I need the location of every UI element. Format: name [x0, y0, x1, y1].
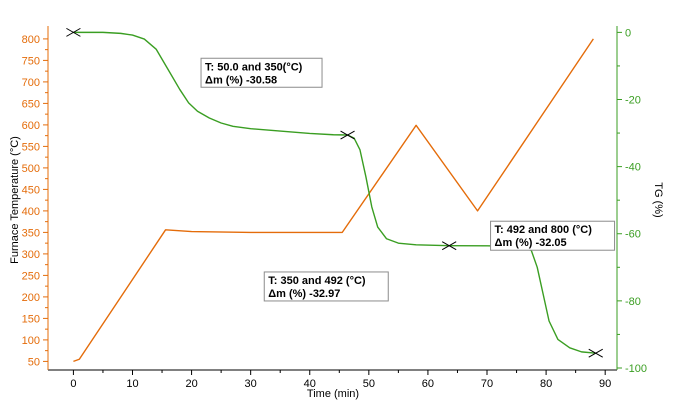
x-tick-label: 80: [540, 378, 552, 390]
x-tick-label: 20: [185, 378, 197, 390]
y-left-tick-label: 250: [22, 270, 40, 282]
y-axis-right-label: TG (%): [652, 182, 664, 217]
annotation-temperature-range: T: 350 and 492 (°C): [268, 275, 366, 287]
y-left-tick-label: 500: [22, 163, 40, 175]
y-left-tick-label: 300: [22, 249, 40, 261]
y-left-tick-label: 50: [28, 356, 40, 368]
y-left-tick-label: 400: [22, 206, 40, 218]
annotation-mass-loss: Δm (%) -32.97: [268, 288, 340, 300]
annotation-border: [490, 220, 616, 251]
x-tick-label: 40: [304, 378, 316, 390]
y-left-tick-label: 750: [22, 55, 40, 67]
cross-marker-stroke: [66, 27, 81, 37]
temperature-series-line: [73, 38, 594, 363]
cross-marker-stroke: [441, 241, 457, 251]
cross-marker: [588, 348, 603, 358]
y-left-tick-label: 800: [22, 34, 40, 46]
annotation-box: T: 50.0 and 350(°C)Δm (%) -30.58: [200, 57, 323, 88]
y-left-tick-label: 700: [22, 77, 40, 89]
annotation-border: [200, 57, 323, 88]
y-right-tick-label: -100: [625, 363, 647, 375]
x-tick-label: 70: [481, 378, 493, 390]
y-axis-left-label: Furnace Temperature (°C): [9, 136, 21, 264]
y-left-tick-label: 150: [22, 313, 40, 325]
y-left-tick-label: 600: [22, 120, 40, 132]
annotation-temperature-range: T: 50.0 and 350(°C): [205, 61, 303, 73]
cross-marker-stroke: [340, 130, 355, 140]
annotation-layer: T: 50.0 and 350(°C)Δm (%) -30.58 T: 350 a…: [200, 57, 616, 302]
cross-marker-stroke: [588, 348, 603, 358]
annotation-box: T: 492 and 800 (°C)Δm (%) -32.05: [490, 220, 616, 251]
y-right-tick-label: -60: [625, 229, 641, 241]
annotation-temperature-range: T: 492 and 800 (°C): [495, 224, 593, 236]
annotation-box: T: 350 and 492 (°C)Δm (%) -32.97: [263, 271, 389, 302]
y-left-tick-label: 450: [22, 184, 40, 196]
y-right-tick-label: -40: [625, 162, 641, 174]
y-right-tick-label: -20: [625, 94, 641, 106]
cross-marker: [340, 130, 355, 140]
y-left-tick-label: 650: [22, 98, 40, 110]
y-right-tick-label: -80: [625, 296, 641, 308]
cross-marker: [441, 241, 457, 251]
x-tick-label: 90: [599, 378, 611, 390]
y-left-tick-label: 100: [22, 335, 40, 347]
y-left-tick-label: 350: [22, 227, 40, 239]
annotation-border: [263, 271, 389, 302]
tg-series-line: [73, 31, 596, 354]
x-axis-label: Time (min): [307, 388, 359, 400]
y-right-tick-label: 0: [625, 27, 631, 39]
annotation-mass-loss: Δm (%) -30.58: [205, 74, 277, 86]
cross-marker: [66, 27, 81, 37]
y-left-tick-label: 550: [22, 141, 40, 153]
x-tick-label: 10: [126, 378, 138, 390]
y-left-tick-label: 200: [22, 292, 40, 304]
x-tick-label: 30: [245, 378, 257, 390]
x-tick-label: 60: [422, 378, 434, 390]
annotation-mass-loss: Δm (%) -32.05: [495, 237, 567, 249]
x-tick-label: 50: [363, 378, 375, 390]
axes: 0 10 20 30 40 50 60 70 80 90 50 100 150 200 250 300 350 4…: [22, 26, 647, 390]
x-tick-label: 0: [70, 378, 76, 390]
marker-layer: [66, 27, 603, 358]
series-layer: [73, 31, 596, 363]
